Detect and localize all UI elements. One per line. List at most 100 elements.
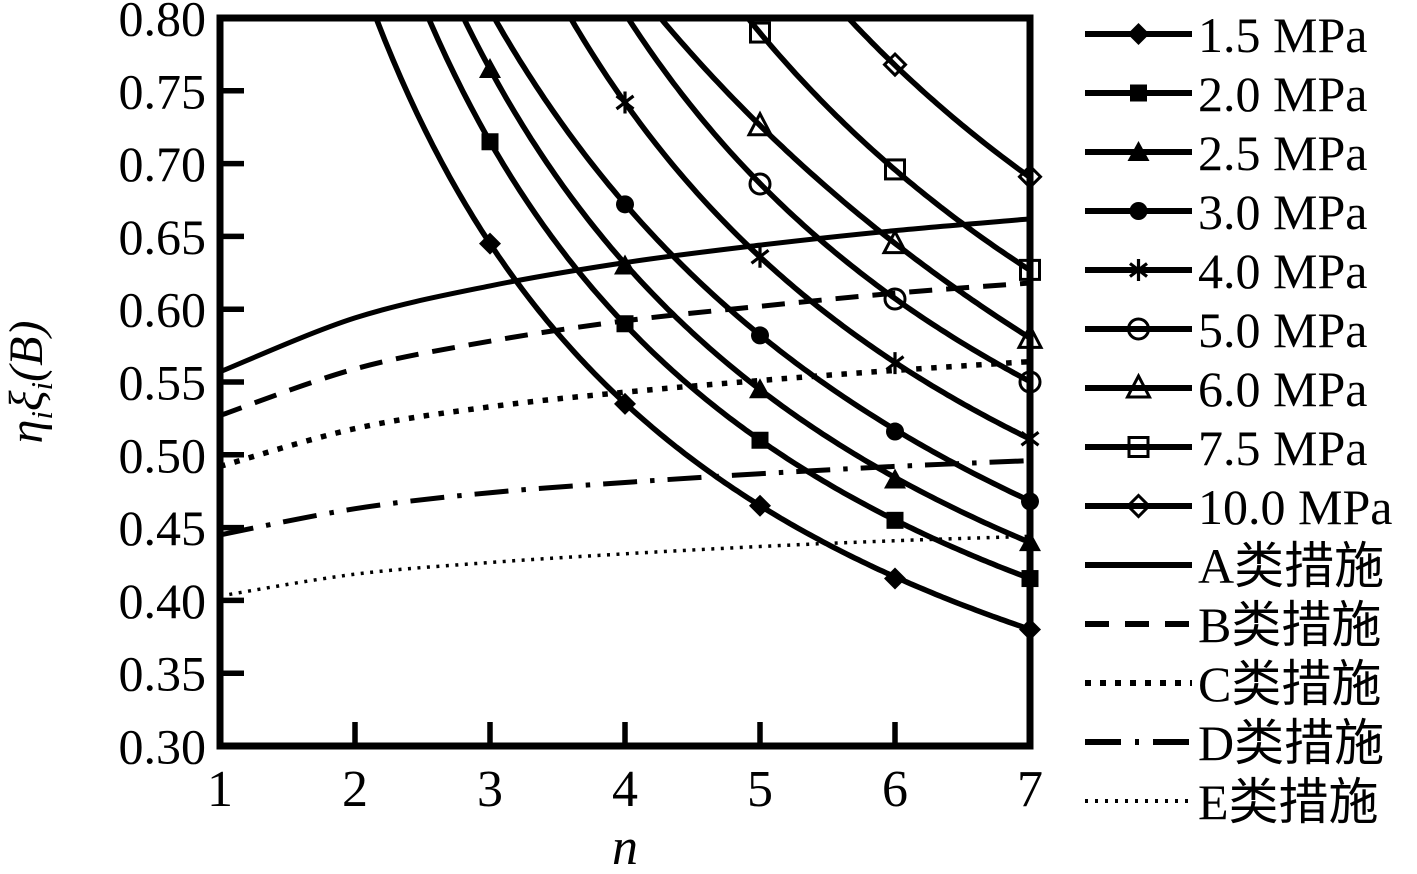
marker-triangle-filled-n6 xyxy=(884,468,906,489)
legend-marker-diamond-filled xyxy=(1127,23,1150,45)
legend-item-d类措施: D类措施 xyxy=(1085,715,1384,771)
legend-item-60mpa: 6.0 MPa xyxy=(1085,361,1367,417)
marker-square-filled-n6 xyxy=(886,511,904,529)
legend-item-75mpa: 7.5 MPa xyxy=(1085,420,1367,476)
x-tick-label: 4 xyxy=(612,761,638,818)
series-6.0mpa-curve xyxy=(656,18,1030,341)
marker-diamond-filled-n3 xyxy=(479,232,501,255)
axes-group xyxy=(216,14,1034,750)
y-tick-label: 0.80 xyxy=(119,0,207,47)
series-10.0mpa-curve xyxy=(844,18,1030,180)
legend-label: A类措施 xyxy=(1198,538,1384,594)
x-axis-title: n xyxy=(612,819,638,874)
legend-item-e类措施: E类措施 xyxy=(1085,774,1379,830)
legend-item-50mpa: 5.0 MPa xyxy=(1085,302,1367,358)
marker-square-filled-n4 xyxy=(616,315,634,333)
y-tick-label: 0.65 xyxy=(119,209,207,265)
series-7.5mpa-curve xyxy=(744,18,1030,273)
marker-diamond-filled-n5 xyxy=(749,494,771,517)
x-tick-label: 6 xyxy=(882,761,908,818)
series-5.0mpa-curve xyxy=(624,18,1030,385)
marker-asterisk-n5 xyxy=(750,245,770,268)
marker-circle-filled-n5 xyxy=(751,326,769,345)
y-tick-label: 0.45 xyxy=(119,500,207,556)
legend-item-40mpa: 4.0 MPa xyxy=(1085,243,1367,299)
legend-label: 6.0 MPa xyxy=(1198,361,1367,417)
marker-circle-filled-n6 xyxy=(886,422,904,441)
legend-item-25mpa: 2.5 MPa xyxy=(1085,125,1367,181)
y-axis-title: ηiξi(B) xyxy=(0,321,59,444)
legend-marker-diamond-open xyxy=(1125,493,1152,519)
legend-item-20mpa: 2.0 MPa xyxy=(1085,66,1367,122)
legend-marker-circle-open xyxy=(1127,317,1150,341)
series-measure-d-line xyxy=(220,458,1030,538)
y-tick-label: 0.75 xyxy=(119,63,207,119)
marker-asterisk-n6 xyxy=(885,352,905,375)
legend-marker-square-open xyxy=(1127,436,1150,458)
legend-marker-circle-filled xyxy=(1129,202,1148,220)
x-tick-label: 1 xyxy=(207,761,233,818)
series-2.0mpa-curve xyxy=(425,18,1030,581)
y-tick-label: 0.35 xyxy=(119,646,207,702)
markers-group xyxy=(479,21,1044,641)
marker-triangle-filled-n3 xyxy=(479,57,501,78)
series-4.0mpa-curve xyxy=(567,18,1030,442)
legend-marker-triangle-open xyxy=(1125,372,1152,399)
legend-item-c类措施: C类措施 xyxy=(1085,656,1381,712)
x-tick-label: 7 xyxy=(1017,761,1043,818)
series-2.5mpa-curve xyxy=(460,18,1030,546)
y-tick-label: 0.40 xyxy=(119,573,207,629)
axis-labels-group: 0.80 0.75 0.70 0.65 0.60 0.55 0.50 0.45 0.40 0.35… xyxy=(0,0,1043,874)
series-1.5mpa-curve xyxy=(373,18,1030,633)
y-tick-label: 0.70 xyxy=(119,136,207,192)
marker-triangle-filled-n4 xyxy=(614,254,636,275)
marker-asterisk-n4 xyxy=(615,91,635,114)
legend-label: E类措施 xyxy=(1198,774,1379,830)
marker-circle-filled-n4 xyxy=(616,195,634,214)
legend-item-15mpa: 1.5 MPa xyxy=(1085,7,1367,63)
legend-item-30mpa: 3.0 MPa xyxy=(1085,184,1367,240)
legend-label: 4.0 MPa xyxy=(1198,243,1367,299)
pressure-curves-group xyxy=(373,18,1030,633)
legend-marker-asterisk xyxy=(1129,259,1148,281)
x-tick-label: 3 xyxy=(477,761,503,818)
y-tick-label: 0.60 xyxy=(119,282,207,338)
x-tick-label: 2 xyxy=(342,761,368,818)
legend-item-b类措施: B类措施 xyxy=(1085,597,1381,653)
y-tick-label: 0.55 xyxy=(119,355,207,411)
y-tick-label: 0.30 xyxy=(119,719,207,775)
legend-label: 3.0 MPa xyxy=(1198,184,1367,240)
series-measure-c-line xyxy=(220,358,1030,470)
marker-square-filled-n5 xyxy=(751,431,769,449)
marker-diamond-filled-n6 xyxy=(884,567,906,590)
series-3.0mpa-curve xyxy=(491,18,1030,504)
marker-circle-open-n5 xyxy=(748,172,772,196)
legend-label: 5.0 MPa xyxy=(1198,302,1367,358)
marker-triangle-filled-n5 xyxy=(749,378,771,399)
legend-label: C类措施 xyxy=(1198,656,1381,712)
marker-triangle-open-n6 xyxy=(881,228,909,255)
legend-label: B类措施 xyxy=(1198,597,1381,653)
marker-diamond-open-n6 xyxy=(882,51,908,78)
marker-triangle-open-n5 xyxy=(746,110,774,137)
x-tick-label: 5 xyxy=(747,761,773,818)
marker-circle-open-n6 xyxy=(883,287,907,311)
legend-label: 2.0 MPa xyxy=(1198,66,1367,122)
y-tick-label: 0.50 xyxy=(119,427,207,483)
marker-square-filled-n3 xyxy=(481,133,499,151)
legend-item-a类措施: A类措施 xyxy=(1085,538,1384,594)
legend-label: 10.0 MPa xyxy=(1198,479,1392,535)
marker-diamond-filled-n4 xyxy=(614,392,636,415)
legend-label: D类措施 xyxy=(1198,715,1384,771)
legend-item-100mpa: 10.0 MPa xyxy=(1085,479,1392,535)
marker-square-open-n5 xyxy=(749,21,771,44)
legend-marker-triangle-filled xyxy=(1127,141,1150,161)
legend-marker-square-filled xyxy=(1130,84,1147,102)
legend-label: 2.5 MPa xyxy=(1198,125,1367,181)
legend-label: 7.5 MPa xyxy=(1198,420,1367,476)
marker-square-open-n6 xyxy=(884,158,906,181)
